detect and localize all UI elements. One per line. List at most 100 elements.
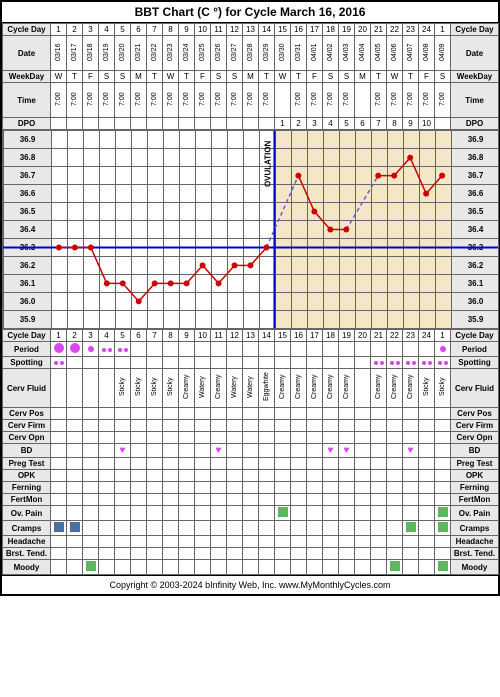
headache-label-left: Headache bbox=[3, 536, 51, 548]
cycleDay-cell: 10 bbox=[195, 24, 211, 36]
dpo-cell bbox=[147, 118, 163, 130]
cervFirm-label-left: Cerv Firm bbox=[3, 420, 51, 432]
ovPain-cell bbox=[83, 506, 99, 521]
ferning-cell bbox=[179, 482, 195, 494]
cycleDay-cell: 9 bbox=[179, 24, 195, 36]
cycleDay-cell: 3 bbox=[83, 330, 99, 342]
chart-cell bbox=[260, 239, 276, 257]
temp-label-right: 36.5 bbox=[452, 203, 499, 221]
cycleDay-cell: 23 bbox=[403, 24, 419, 36]
ferning-cell bbox=[371, 482, 387, 494]
time-cell: 7:00 bbox=[339, 83, 355, 118]
chart-cell bbox=[292, 131, 308, 149]
chart-cell bbox=[244, 239, 260, 257]
spotting-cell bbox=[291, 357, 307, 369]
chart-cell bbox=[212, 275, 228, 293]
cervOpn-cell bbox=[83, 432, 99, 444]
chart-cell bbox=[100, 293, 116, 311]
cervFluid-cell bbox=[51, 369, 67, 408]
chart-cell bbox=[212, 239, 228, 257]
temp-label-right: 36.3 bbox=[452, 239, 499, 257]
opk-label-right: OPK bbox=[451, 470, 499, 482]
chart-cell bbox=[180, 221, 196, 239]
cramps-cell bbox=[387, 521, 403, 536]
dpo-cell bbox=[163, 118, 179, 130]
cycleDay-cell: 21 bbox=[371, 24, 387, 36]
time-cell: 7:00 bbox=[115, 83, 131, 118]
moody-cell bbox=[99, 560, 115, 575]
opk-cell bbox=[211, 470, 227, 482]
chart-cell bbox=[308, 221, 324, 239]
chart-cell bbox=[148, 203, 164, 221]
chart-cell bbox=[324, 239, 340, 257]
pregTest-cell bbox=[99, 458, 115, 470]
chart-cell bbox=[100, 167, 116, 185]
ovPain-cell bbox=[323, 506, 339, 521]
ovPain-cell bbox=[307, 506, 323, 521]
period-cell bbox=[371, 342, 387, 357]
chart-cell bbox=[388, 239, 404, 257]
chart-cell bbox=[372, 149, 388, 167]
time-cell: 7:00 bbox=[403, 83, 419, 118]
time-cell: 7:00 bbox=[51, 83, 67, 118]
bd-cell bbox=[243, 444, 259, 458]
cervFirm-cell bbox=[435, 420, 451, 432]
spotting-cell bbox=[339, 357, 355, 369]
headache-cell bbox=[259, 536, 275, 548]
moody-cell bbox=[131, 560, 147, 575]
headache-cell bbox=[275, 536, 291, 548]
cervFluid-cell: Creamy bbox=[275, 369, 291, 408]
chart-cell bbox=[68, 257, 84, 275]
pregTest-cell bbox=[131, 458, 147, 470]
dpo-cell bbox=[227, 118, 243, 130]
ovPain-cell bbox=[227, 506, 243, 521]
chart-cell bbox=[260, 167, 276, 185]
time-cell: 7:00 bbox=[419, 83, 435, 118]
fertMon-cell bbox=[419, 494, 435, 506]
period-cell bbox=[99, 342, 115, 357]
opk-cell bbox=[67, 470, 83, 482]
chart-cell bbox=[52, 149, 68, 167]
spotting-cell bbox=[131, 357, 147, 369]
square-icon bbox=[438, 507, 448, 517]
chart-cell bbox=[260, 221, 276, 239]
cervOpn-cell bbox=[387, 432, 403, 444]
chart-cell bbox=[356, 167, 372, 185]
period-cell bbox=[323, 342, 339, 357]
chart-cell bbox=[436, 257, 452, 275]
fertMon-cell bbox=[99, 494, 115, 506]
cramps-cell bbox=[435, 521, 451, 536]
moody-cell bbox=[67, 560, 83, 575]
cycleDay-cell: 14 bbox=[259, 330, 275, 342]
temp-label-right: 36.0 bbox=[452, 293, 499, 311]
pregTest-cell bbox=[275, 458, 291, 470]
cervFirm-cell bbox=[51, 420, 67, 432]
brstTend-cell bbox=[179, 548, 195, 560]
ferning-cell bbox=[147, 482, 163, 494]
weekday-cell: S bbox=[99, 71, 115, 83]
cervOpn-cell bbox=[131, 432, 147, 444]
headache-cell bbox=[131, 536, 147, 548]
chart-cell bbox=[180, 311, 196, 329]
fertMon-cell bbox=[115, 494, 131, 506]
cervFirm-cell bbox=[227, 420, 243, 432]
pregTest-cell bbox=[179, 458, 195, 470]
spotting-cell bbox=[243, 357, 259, 369]
cycleDay-cell: 15 bbox=[275, 330, 291, 342]
chart-cell bbox=[116, 275, 132, 293]
temp-label-left: 36.8 bbox=[4, 149, 52, 167]
chart-cell bbox=[276, 167, 292, 185]
headache-cell bbox=[387, 536, 403, 548]
chart-cell bbox=[132, 131, 148, 149]
chart-cell bbox=[116, 167, 132, 185]
time-cell: 7:00 bbox=[291, 83, 307, 118]
pregTest-cell bbox=[387, 458, 403, 470]
cramps-cell bbox=[83, 521, 99, 536]
chart-cell bbox=[68, 275, 84, 293]
cervPos-cell bbox=[403, 408, 419, 420]
ovPain-cell bbox=[195, 506, 211, 521]
time-cell: 7:00 bbox=[387, 83, 403, 118]
period-cell bbox=[387, 342, 403, 357]
fertMon-cell bbox=[83, 494, 99, 506]
date-cell: 03/24 bbox=[179, 36, 195, 71]
